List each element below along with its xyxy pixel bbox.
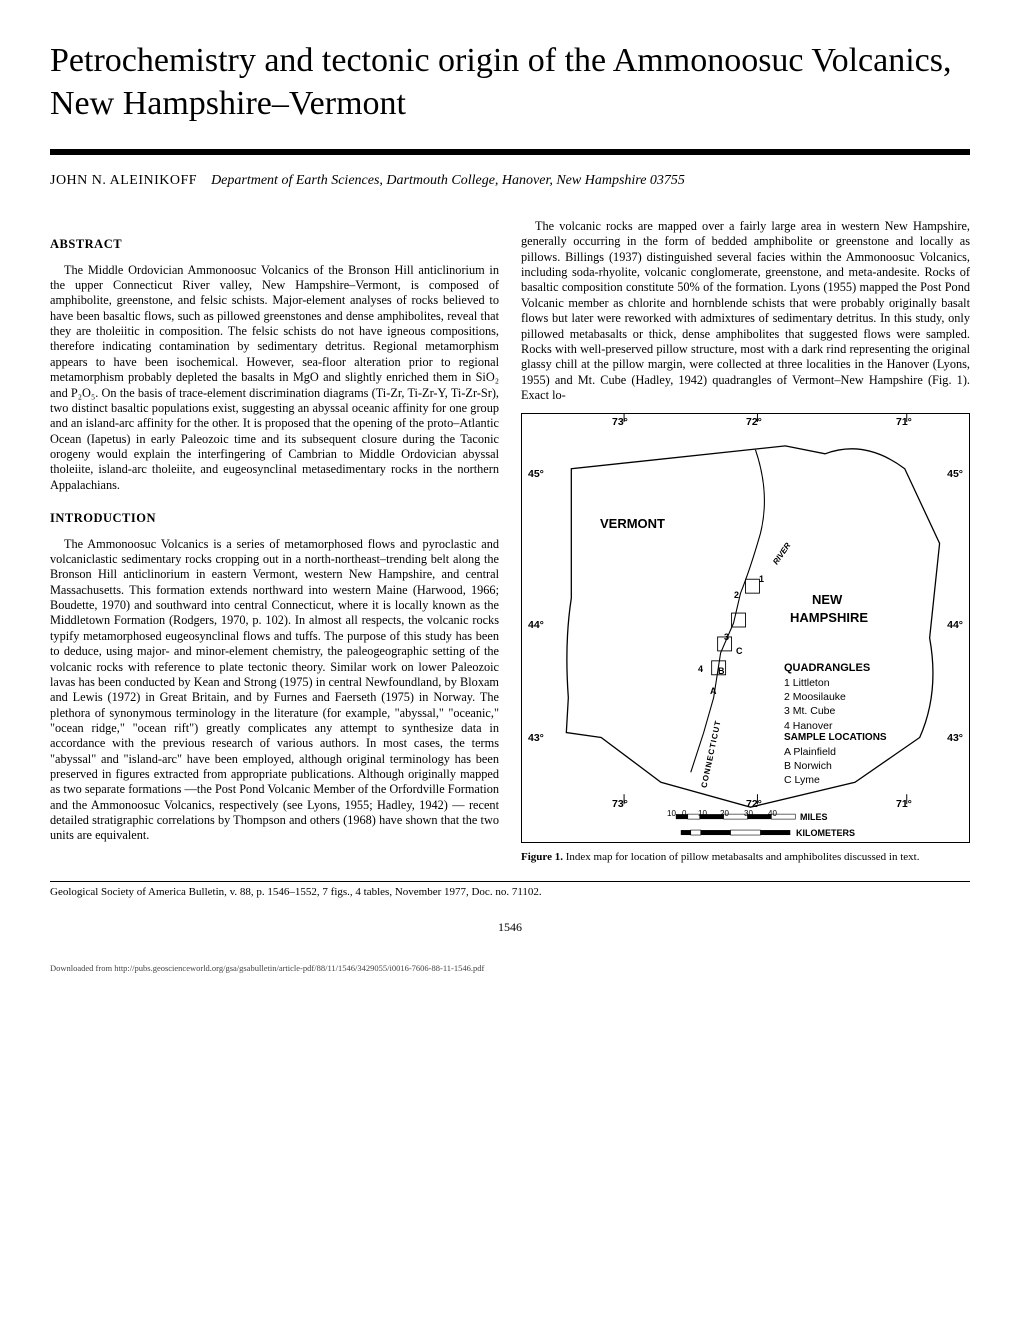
miles-tick-3: 20 [720, 809, 729, 819]
marker-A: A [710, 686, 717, 697]
lon-73-bot: 73° [612, 798, 628, 811]
quadrangles-legend: QUADRANGLES 1 Littleton 2 Moosilauke 3 M… [784, 662, 870, 732]
km-label: KILOMETERS [796, 828, 855, 839]
intro-paragraph-2: The volcanic rocks are mapped over a fai… [521, 219, 970, 403]
quad-item-3: 3 Mt. Cube [784, 704, 870, 718]
sample-item-C: C Lyme [784, 773, 887, 787]
body-columns: ABSTRACT The Middle Ordovician Ammonoosu… [50, 219, 970, 865]
miles-tick-4: 30 [744, 809, 753, 819]
lon-71-top: 71° [896, 416, 912, 429]
miles-tick-5: 40 [768, 809, 777, 819]
map-svg [522, 414, 969, 842]
nh-label-2: HAMPSHIRE [790, 610, 868, 626]
marker-4: 4 [698, 664, 703, 675]
lat-45-l: 45° [528, 468, 544, 481]
samples-legend: SAMPLE LOCATIONS A Plainfield B Norwich … [784, 732, 887, 787]
footnote-rule [50, 881, 970, 882]
quad-item-2: 2 Moosilauke [784, 690, 870, 704]
lat-43-l: 43° [528, 732, 544, 745]
nh-label-1: NEW [812, 592, 842, 608]
page-number: 1546 [50, 920, 970, 935]
lon-71-bot: 71° [896, 798, 912, 811]
marker-2: 2 [734, 590, 739, 601]
figure-1-caption-lead: Figure 1. [521, 851, 563, 863]
miles-tick-1: 0 [682, 809, 686, 819]
miles-label: MILES [800, 812, 828, 823]
sample-item-A: A Plainfield [784, 745, 887, 759]
abstract-paragraph: The Middle Ordovician Ammonoosuc Volcani… [50, 263, 499, 493]
figure-1-caption: Figure 1. Index map for location of pill… [521, 851, 970, 865]
author-line: JOHN N. ALEINIKOFF Department of Earth S… [50, 173, 970, 189]
vermont-label: VERMONT [600, 516, 665, 532]
lon-72-top: 72° [746, 416, 762, 429]
miles-tick-2: 10 [698, 809, 707, 819]
intro-paragraph-1: The Ammonoosuc Volcanics is a series of … [50, 537, 499, 844]
author-affiliation: Department of Earth Sciences, Dartmouth … [211, 173, 685, 188]
marker-B: B [718, 666, 725, 677]
author-name: JOHN N. ALEINIKOFF [50, 173, 197, 188]
quadrangles-heading: QUADRANGLES [784, 662, 870, 676]
sample-item-B: B Norwich [784, 759, 887, 773]
samples-heading: SAMPLE LOCATIONS [784, 732, 887, 745]
lat-45-r: 45° [947, 468, 963, 481]
figure-1-map: 73° 72° 71° 45° 45° 44° 44° 43° 43° 73° … [521, 413, 970, 843]
lon-73-top: 73° [612, 416, 628, 429]
miles-tick-0: 10 [667, 809, 676, 819]
marker-3: 3 [724, 632, 729, 643]
abstract-heading: ABSTRACT [50, 237, 499, 253]
quad-item-4: 4 Hanover [784, 719, 870, 733]
figure-1: 73° 72° 71° 45° 45° 44° 44° 43° 43° 73° … [521, 413, 970, 865]
paper-title: Petrochemistry and tectonic origin of th… [50, 40, 970, 125]
introduction-heading: INTRODUCTION [50, 511, 499, 527]
marker-1: 1 [759, 574, 764, 585]
download-source-note: Downloaded from http://pubs.geosciencewo… [50, 963, 970, 973]
marker-C: C [736, 646, 743, 657]
citation-footnote: Geological Society of America Bulletin, … [50, 886, 970, 898]
lat-43-r: 43° [947, 732, 963, 745]
lat-44-l: 44° [528, 619, 544, 632]
figure-1-caption-body: Index map for location of pillow metabas… [563, 851, 920, 863]
lat-44-r: 44° [947, 619, 963, 632]
title-rule [50, 149, 970, 155]
quad-item-1: 1 Littleton [784, 676, 870, 690]
